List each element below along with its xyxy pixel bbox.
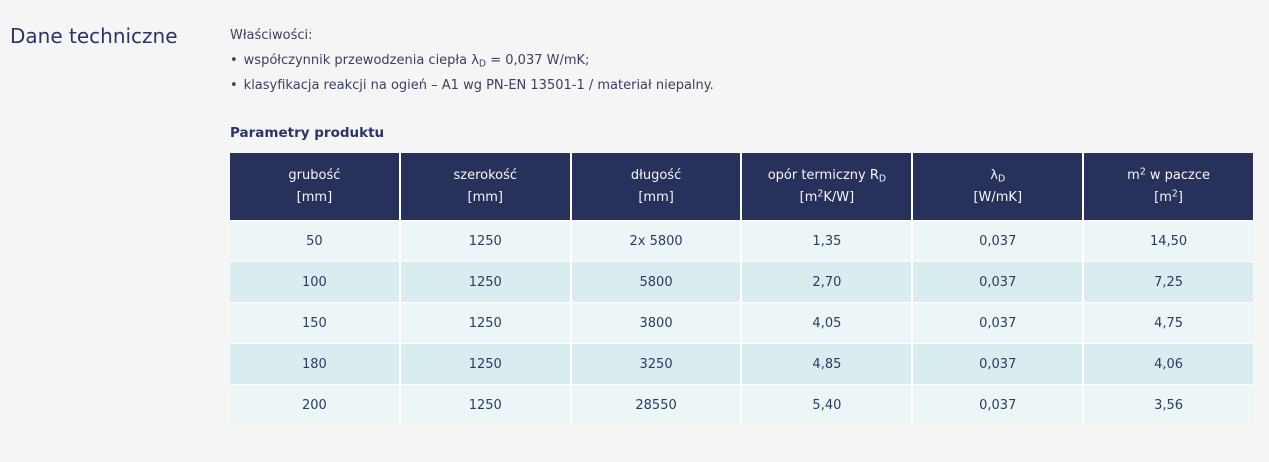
- table-cell: 4,85: [742, 344, 912, 384]
- sub-segment: D: [997, 173, 1006, 185]
- sup-segment: 2: [1139, 166, 1146, 178]
- text-segment: grubość: [288, 168, 341, 183]
- header-line-1: m2 w paczce: [1127, 166, 1210, 183]
- text-segment: szerokość: [453, 168, 518, 183]
- table-header-cell: grubość [mm]: [230, 153, 399, 220]
- header-line-2: [mm]: [468, 190, 503, 205]
- table-cell: 2x 5800: [571, 221, 741, 261]
- bullet-dot-icon: •: [230, 53, 238, 68]
- text-segment: λ: [990, 168, 998, 183]
- table-cell: 5800: [571, 262, 741, 302]
- sub-segment: D: [478, 58, 487, 70]
- table-cell: 3,56: [1084, 385, 1253, 425]
- header-line-1: szerokość: [453, 168, 517, 183]
- sub-segment: D: [878, 173, 887, 185]
- table-cell: 14,50: [1084, 221, 1253, 261]
- table-cell: 0,037: [913, 262, 1083, 302]
- bullet-item: • klasyfikacja reakcji na ogień – A1 wg P…: [230, 78, 1253, 94]
- table-cell: 4,75: [1084, 303, 1253, 343]
- text-segment: opór termiczny R: [767, 168, 879, 183]
- bullet-text: współczynnik przewodzenia ciepła λD = 0,…: [243, 53, 590, 70]
- header-line-1: opór termiczny RD: [767, 168, 887, 185]
- header-line-1: λD: [990, 168, 1006, 185]
- table-cell: 0,037: [913, 303, 1083, 343]
- text-segment: [W/mK]: [973, 190, 1023, 205]
- table-cell: 5,40: [742, 385, 912, 425]
- header-line-1: długość: [631, 168, 681, 183]
- text-segment: ]: [1177, 190, 1183, 205]
- table-cell: 0,037: [913, 385, 1083, 425]
- table-cell: 1250: [400, 385, 570, 425]
- table-cell: 4,06: [1084, 344, 1253, 384]
- table-cell: 1250: [400, 344, 570, 384]
- text-segment: m: [1127, 168, 1140, 183]
- text-segment: = 0,037 W/mK;: [486, 53, 590, 68]
- text-segment: współczynnik przewodzenia ciepła λ: [243, 53, 479, 68]
- text-segment: [m: [799, 190, 818, 205]
- table-cell: 1250: [400, 303, 570, 343]
- product-table: grubość [mm] szerokość [mm] długość [mm] opór …: [230, 153, 1253, 425]
- bullet-text: klasyfikacja reakcji na ogień – A1 wg PN…: [244, 78, 714, 93]
- table-cell: 50: [230, 221, 399, 261]
- table-header-cell: λD [W/mK]: [913, 153, 1083, 220]
- table-cell: 4,05: [742, 303, 912, 343]
- header-line-2: [mm]: [638, 190, 673, 205]
- table-cell: 7,25: [1084, 262, 1253, 302]
- table-cell: 1250: [400, 221, 570, 261]
- table-header-cell: długość [mm]: [571, 153, 741, 220]
- table-cell: 0,037: [913, 344, 1083, 384]
- table-title: Parametry produktu: [230, 125, 385, 141]
- table-header-cell: opór termiczny RD [m2K/W]: [742, 153, 912, 220]
- header-line-2: [m2K/W]: [799, 188, 855, 205]
- table-cell: 100: [230, 262, 399, 302]
- table-header-cell: m2 w paczce [m2]: [1084, 153, 1253, 220]
- text-segment: [mm]: [638, 190, 674, 205]
- bullet-dot-icon: •: [230, 78, 238, 93]
- text-segment: [m: [1154, 190, 1172, 205]
- header-line-2: [mm]: [297, 190, 332, 205]
- bullet-item: • współczynnik przewodzenia ciepła λD = 0…: [230, 53, 1253, 69]
- text-segment: klasyfikacja reakcji na ogień – A1 wg PN…: [243, 78, 714, 93]
- properties-list: • współczynnik przewodzenia ciepła λD = 0…: [230, 53, 1253, 94]
- text-segment: [mm]: [467, 190, 503, 205]
- table-header-cell: szerokość [mm]: [400, 153, 570, 220]
- text-segment: długość: [630, 168, 682, 183]
- sup-segment: 2: [1171, 188, 1178, 200]
- table-cell: 1,35: [742, 221, 912, 261]
- text-segment: [mm]: [296, 190, 333, 205]
- header-line-2: [m2]: [1154, 188, 1183, 205]
- table-cell: 3250: [571, 344, 741, 384]
- text-segment: w paczce: [1145, 168, 1210, 183]
- properties-label: Właściwości:: [230, 28, 313, 43]
- text-segment: K/W]: [823, 190, 855, 205]
- table-cell: 2,70: [742, 262, 912, 302]
- table-cell: 28550: [571, 385, 741, 425]
- table-cell: 1250: [400, 262, 570, 302]
- table-cell: 180: [230, 344, 399, 384]
- section-title: Dane techniczne: [10, 24, 178, 48]
- header-line-2: [W/mK]: [973, 190, 1022, 205]
- header-line-1: grubość: [288, 168, 340, 183]
- table-cell: 200: [230, 385, 399, 425]
- content-area: Właściwości: • współczynnik przewodzenia …: [230, 28, 1253, 425]
- table-cell: 150: [230, 303, 399, 343]
- table-cell: 3800: [571, 303, 741, 343]
- sup-segment: 2: [817, 188, 824, 200]
- table-cell: 0,037: [913, 221, 1083, 261]
